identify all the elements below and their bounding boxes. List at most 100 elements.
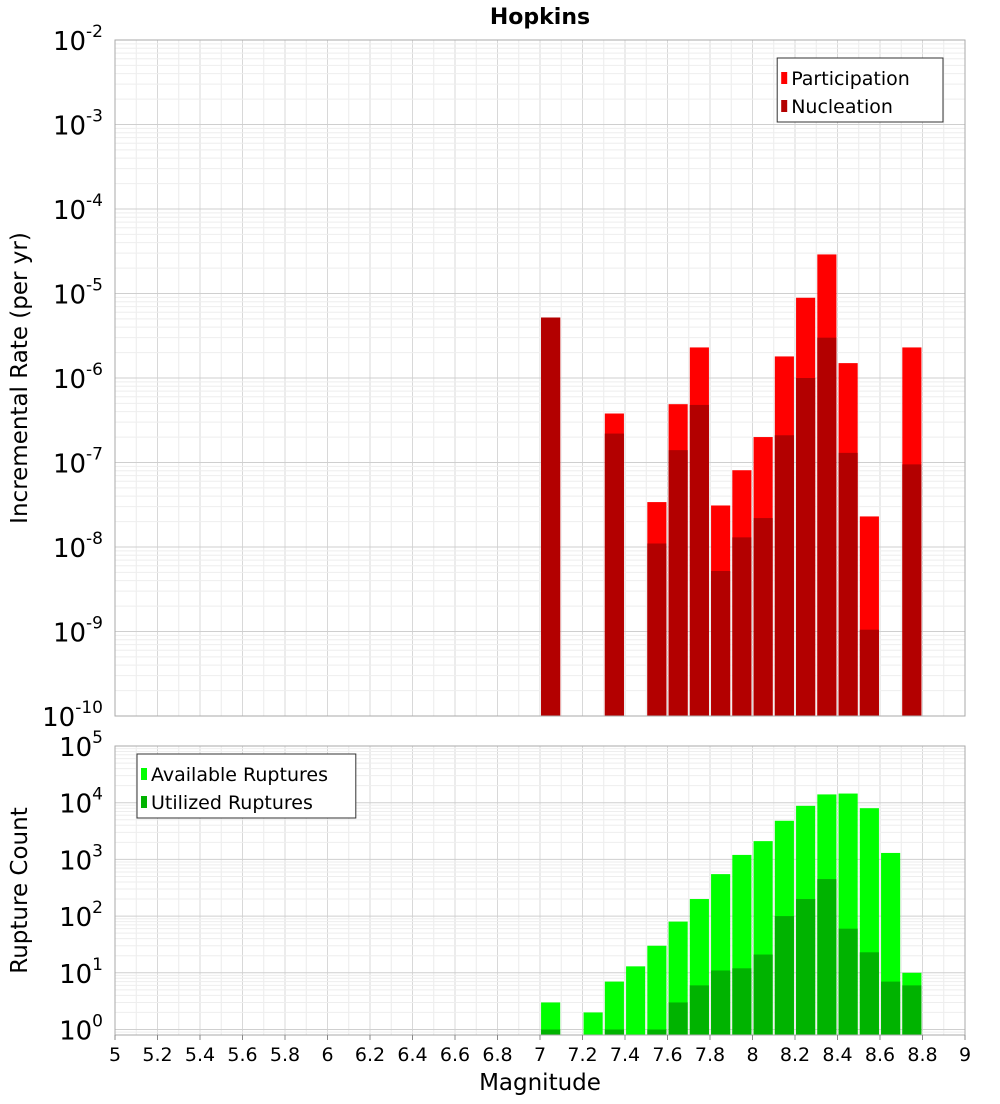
bar-utilized-ruptures bbox=[817, 879, 837, 1035]
x-tick-label: 5.2 bbox=[142, 1044, 172, 1066]
y-tick-exponent: -3 bbox=[86, 107, 103, 127]
y-tick-base: 10 bbox=[59, 733, 92, 763]
y-tick-base: 10 bbox=[59, 1017, 92, 1047]
bar-nucleation bbox=[753, 518, 773, 716]
x-tick-label: 7.4 bbox=[610, 1044, 640, 1066]
bar-nucleation bbox=[604, 433, 624, 716]
bar-available-ruptures bbox=[647, 945, 667, 1035]
legend-box bbox=[136, 753, 357, 819]
bar-nucleation bbox=[796, 378, 816, 716]
y-tick-label: 10-9 bbox=[53, 614, 103, 649]
bar-available-ruptures bbox=[541, 1002, 561, 1035]
bar-available-ruptures bbox=[604, 981, 624, 1035]
y-axis-label: Rupture Count bbox=[7, 807, 33, 973]
y-tick-label: 10-3 bbox=[53, 107, 103, 142]
x-tick-label: 6 bbox=[321, 1044, 333, 1066]
y-tick-base: 10 bbox=[53, 112, 86, 142]
bar-utilized-ruptures bbox=[647, 1029, 667, 1035]
y-tick-exponent: -4 bbox=[86, 191, 103, 211]
legend-swatch bbox=[141, 796, 147, 808]
x-tick-label: 8.8 bbox=[907, 1044, 937, 1066]
bar-nucleation bbox=[647, 543, 667, 716]
legend-box bbox=[776, 57, 944, 123]
bar-utilized-ruptures bbox=[541, 1029, 561, 1035]
bar-nucleation bbox=[668, 450, 688, 716]
legend-entry: Available Ruptures bbox=[151, 764, 328, 786]
y-tick-base: 10 bbox=[53, 196, 86, 226]
bar-utilized-ruptures bbox=[604, 1029, 624, 1035]
y-tick-exponent: 3 bbox=[92, 841, 103, 861]
bar-utilized-ruptures bbox=[902, 985, 922, 1035]
bar-nucleation bbox=[902, 464, 922, 716]
y-tick-label: 10-6 bbox=[53, 360, 103, 395]
x-tick-label: 7.2 bbox=[567, 1044, 597, 1066]
y-tick-label: 10-2 bbox=[53, 22, 103, 57]
bar-available-ruptures bbox=[626, 966, 646, 1035]
x-tick-label: 8.2 bbox=[780, 1044, 810, 1066]
y-axis-label: Incremental Rate (per yr) bbox=[7, 232, 33, 524]
bar-nucleation bbox=[859, 629, 879, 716]
y-tick-base: 10 bbox=[59, 903, 92, 933]
y-tick-label: 10-8 bbox=[53, 529, 103, 564]
y-tick-label: 10-4 bbox=[53, 191, 103, 226]
x-tick-label: 7.6 bbox=[652, 1044, 682, 1066]
plot-area-frame bbox=[114, 39, 966, 717]
y-tick-label: 101 bbox=[59, 955, 103, 990]
x-tick-label: 5.8 bbox=[270, 1044, 300, 1066]
bar-nucleation bbox=[817, 337, 837, 716]
legend-swatch bbox=[781, 72, 788, 84]
y-tick-exponent: -7 bbox=[86, 445, 103, 465]
x-tick-label: 6.2 bbox=[355, 1044, 385, 1066]
y-tick-exponent: -9 bbox=[86, 614, 103, 634]
bar-utilized-ruptures bbox=[796, 899, 816, 1035]
y-tick-exponent: 2 bbox=[92, 898, 103, 918]
legend-entry: Nucleation bbox=[791, 96, 893, 118]
y-tick-label: 105 bbox=[59, 728, 103, 763]
x-tick-label: 6.8 bbox=[482, 1044, 512, 1066]
y-tick-exponent: -5 bbox=[86, 276, 103, 296]
x-tick-label: 5.6 bbox=[227, 1044, 257, 1066]
legend-swatch bbox=[141, 768, 147, 780]
legend-entry: Participation bbox=[791, 68, 910, 90]
y-tick-exponent: 5 bbox=[92, 728, 103, 748]
x-tick-label: 7 bbox=[534, 1044, 546, 1066]
bar-nucleation bbox=[732, 537, 752, 716]
y-tick-base: 10 bbox=[59, 790, 92, 820]
bar-available-ruptures bbox=[583, 1012, 603, 1035]
bar-utilized-ruptures bbox=[689, 985, 709, 1035]
y-tick-exponent: -6 bbox=[86, 360, 103, 380]
x-tick-label: 9 bbox=[959, 1044, 971, 1066]
legend: Participation Nucleation bbox=[776, 57, 944, 123]
y-tick-base: 10 bbox=[42, 703, 75, 733]
x-tick-label: 6.4 bbox=[397, 1044, 427, 1066]
x-tick-label: 8 bbox=[746, 1044, 758, 1066]
y-tick-exponent: 1 bbox=[92, 955, 103, 975]
legend-entry: Utilized Ruptures bbox=[151, 792, 313, 814]
bar-utilized-ruptures bbox=[838, 928, 858, 1035]
bar-nucleation bbox=[774, 435, 794, 716]
x-tick-label: 5.4 bbox=[185, 1044, 215, 1066]
y-tick-base: 10 bbox=[59, 846, 92, 876]
bar-utilized-ruptures bbox=[774, 916, 794, 1035]
y-tick-label: 10-10 bbox=[42, 698, 103, 733]
bar-utilized-ruptures bbox=[732, 968, 752, 1035]
y-tick-label: 10-7 bbox=[53, 445, 103, 480]
y-tick-base: 10 bbox=[53, 365, 86, 395]
y-tick-base: 10 bbox=[59, 960, 92, 990]
x-tick-label: 7.8 bbox=[695, 1044, 725, 1066]
bar-utilized-ruptures bbox=[711, 970, 731, 1035]
y-tick-label: 100 bbox=[59, 1012, 103, 1047]
bar-utilized-ruptures bbox=[668, 1002, 688, 1035]
y-tick-exponent: -2 bbox=[86, 22, 103, 42]
y-tick-label: 10-5 bbox=[53, 276, 103, 311]
y-tick-base: 10 bbox=[53, 534, 86, 564]
bar-nucleation bbox=[689, 404, 709, 716]
y-tick-exponent: -10 bbox=[75, 698, 103, 718]
x-tick-label: 5 bbox=[109, 1044, 121, 1066]
x-tick-label: 8.4 bbox=[822, 1044, 852, 1066]
y-tick-exponent: -8 bbox=[86, 529, 103, 549]
x-tick-label: 8.6 bbox=[865, 1044, 895, 1066]
chart-title: Hopkins bbox=[490, 5, 590, 30]
